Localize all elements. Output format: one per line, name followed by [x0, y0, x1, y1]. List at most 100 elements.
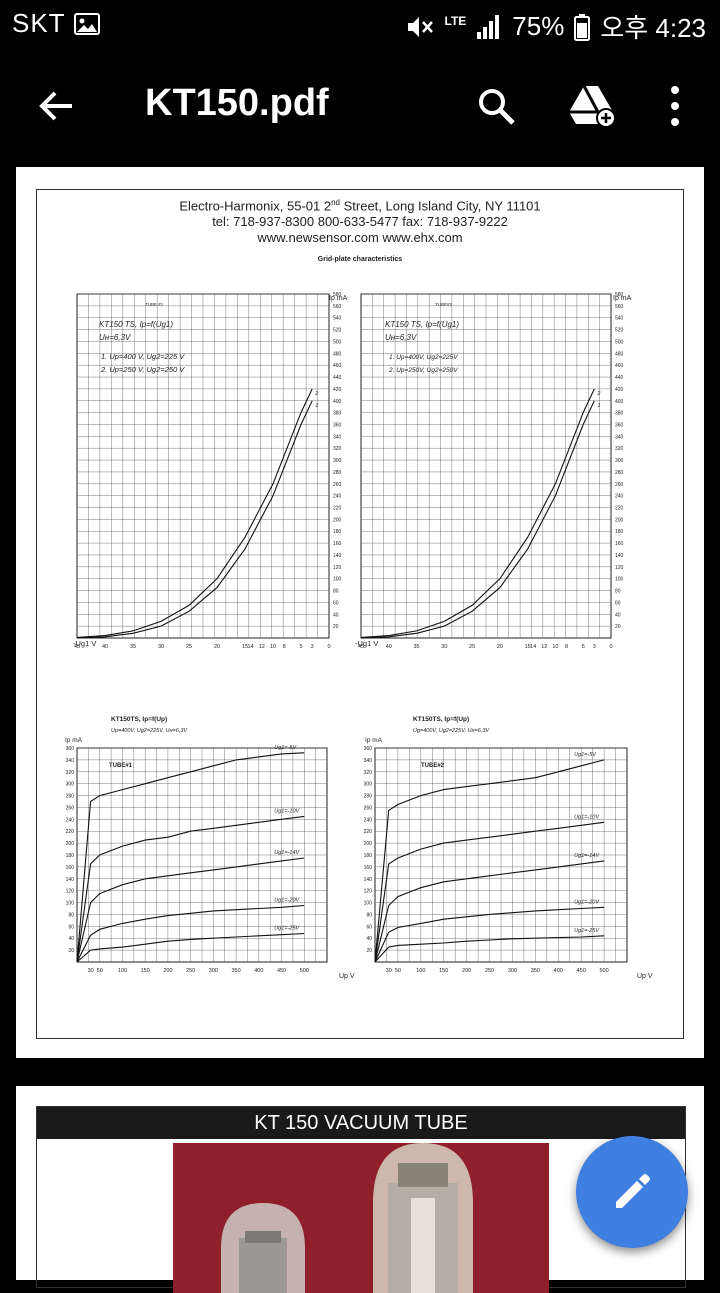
- tr-y-tick-label: 460: [615, 363, 624, 369]
- bl-x-tick-label: 50: [97, 968, 103, 974]
- br-x-tick-label: 30: [386, 968, 392, 974]
- vacuum-tube-photo: [173, 1143, 549, 1293]
- more-vert-icon[interactable]: [660, 84, 690, 128]
- tl-y-tick-label: 40: [333, 612, 339, 618]
- br-y-tick-label: 20: [366, 948, 372, 954]
- br-y-tick-label: 140: [364, 877, 373, 883]
- tl-x-tick-label: 35: [130, 644, 136, 650]
- bl-y-tick-label: 60: [68, 924, 74, 930]
- br-y-tick-label: 300: [364, 782, 373, 788]
- tr-x-tick-label: 10: [552, 644, 558, 650]
- back-arrow-icon[interactable]: [38, 88, 74, 124]
- bl-y-tick-label: 300: [66, 782, 75, 788]
- tr-y-tick-label: 240: [615, 494, 624, 500]
- clock: 오후 4:23: [600, 13, 706, 43]
- tr-series-label-2: 2: [596, 391, 600, 397]
- tl-y-tick-label: 420: [333, 387, 342, 393]
- bl-y-tick-label: 200: [66, 841, 75, 847]
- br-y-tick-label: 120: [364, 889, 373, 895]
- bl-series-label-3: Ug1=-14V: [274, 850, 300, 856]
- tr-y-tick-label: 520: [615, 328, 624, 334]
- tr-x-tick-label: 12: [541, 644, 547, 650]
- tl-x-tick-label: 10: [270, 644, 276, 650]
- tl-y-tick-label: 400: [333, 399, 342, 405]
- tl-tube-label: TUBE #1: [145, 302, 164, 307]
- br-x-tick-label: 400: [554, 968, 563, 974]
- tr-y-tick-label: 280: [615, 470, 624, 476]
- tl-x-tick-label: 14: [248, 644, 254, 650]
- tl-x-tick-label: 5: [299, 644, 302, 650]
- bl-y-tick-label: 160: [66, 865, 75, 871]
- br-series-label-3: Ug1=-14V: [574, 853, 600, 859]
- tl-y-tick-label: 460: [333, 363, 342, 369]
- br-y-tick-label: 100: [364, 901, 373, 907]
- drive-add-icon[interactable]: [568, 84, 616, 128]
- bl-x-tick-label: 30: [88, 968, 94, 974]
- bl-x-tick-label: 450: [277, 968, 286, 974]
- tl-y-tick-label: 260: [333, 482, 342, 488]
- br-y-tick-label: 40: [366, 936, 372, 942]
- tl-series-label-2: 2: [314, 391, 318, 397]
- bl-y-tick-label: 80: [68, 912, 74, 918]
- tr-tube-label: TUBE#2: [435, 302, 453, 307]
- tl-cond2: 2. Up=250 V, Ug2=250 V: [100, 365, 185, 374]
- tl-yunit: Ip mA: [329, 295, 348, 302]
- document-title: KT150.pdf: [145, 82, 329, 124]
- tr-y-tick-label: 400: [615, 399, 624, 405]
- header-address: Electro-Harmonix, 55-01 2nd Street, Long…: [179, 198, 541, 214]
- bl-y-tick-label: 40: [68, 936, 74, 942]
- tl-x-tick-label: 30: [158, 644, 164, 650]
- br-series-line-1: [374, 759, 605, 963]
- tr-y-tick-label: 580: [615, 292, 624, 298]
- tr-x-tick-label: 8: [565, 644, 568, 650]
- tr-y-tick-label: 220: [615, 506, 624, 512]
- tl-x-tick-label: 8: [283, 644, 286, 650]
- bl-tube-label: TUBE#1: [109, 763, 133, 769]
- tl-x-tick-label: 25: [186, 644, 192, 650]
- bl-x-tick-label: 200: [163, 968, 172, 974]
- pencil-icon: [616, 1174, 650, 1208]
- bl-x-tick-label: 300: [209, 968, 218, 974]
- tl-cond1: 1. Up=400 V, Ug2=225 V: [101, 352, 185, 361]
- tl-x-tick-label: 3: [311, 644, 314, 650]
- tl-series-label-1: 1: [315, 403, 318, 409]
- tr-y-tick-label: 320: [615, 446, 624, 452]
- search-icon[interactable]: [476, 86, 516, 126]
- tr-xlabel: -Ug1 V: [355, 639, 378, 648]
- tl-y-tick-label: 20: [333, 624, 339, 630]
- network-type: LTE: [444, 13, 467, 28]
- mute-icon: [407, 16, 433, 37]
- tr-y-tick-label: 200: [615, 517, 624, 523]
- header-phone: tel: 718-937-8300 800-633-5477 fax: 718-…: [212, 214, 508, 229]
- tr-y-tick-label: 340: [615, 434, 624, 440]
- battery-icon: [574, 13, 591, 41]
- carrier-label: SKT: [12, 8, 66, 38]
- bl-series-line-1: [76, 752, 305, 963]
- br-series-label-2: Ug1=-10V: [574, 814, 600, 820]
- edit-fab-button[interactable]: [576, 1136, 688, 1248]
- bl-x-tick-label: 150: [141, 968, 150, 974]
- br-x-tick-label: 200: [462, 968, 471, 974]
- bl-x-tick-label: 500: [300, 968, 309, 974]
- br-y-tick-label: 260: [364, 805, 373, 811]
- br-y-tick-label: 320: [364, 770, 373, 776]
- bl-x-tick-label: 350: [231, 968, 240, 974]
- br-tube-label: TUBE#2: [421, 763, 445, 769]
- br-x-tick-label: 300: [508, 968, 517, 974]
- bl-series-label-2: Ug1=-10V: [274, 808, 300, 814]
- br-y-tick-label: 280: [364, 794, 373, 800]
- bl-series-line-5: [76, 932, 305, 963]
- tr-y-tick-label: 540: [615, 316, 624, 322]
- tl-heater: Uн=6,3V: [99, 333, 131, 342]
- br-cond: Ug=400V, Ug2=225V, Uн=6,3V: [413, 728, 490, 734]
- tl-y-tick-label: 320: [333, 446, 342, 452]
- br-y-tick-label: 60: [366, 924, 372, 930]
- bl-x-tick-label: 400: [254, 968, 263, 974]
- tl-y-tick-label: 540: [333, 316, 342, 322]
- tl-x-tick-label: 45: [74, 644, 80, 650]
- br-x-tick-label: 500: [599, 968, 608, 974]
- tl-y-tick-label: 140: [333, 553, 342, 559]
- tl-y-tick-label: 60: [333, 600, 339, 606]
- pdf-page-1[interactable]: Electro-Harmonix, 55-01 2nd Street, Long…: [16, 167, 704, 1058]
- bl-series-line-3: [76, 857, 305, 963]
